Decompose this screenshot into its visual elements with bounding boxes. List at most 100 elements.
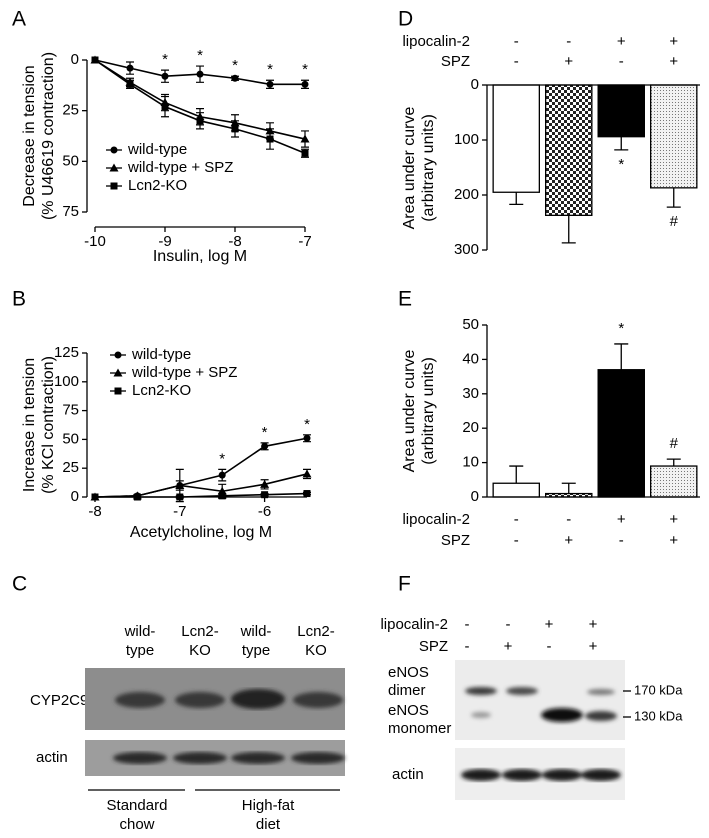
bar	[545, 84, 593, 217]
legend-label: Lcn2-KO	[128, 177, 187, 194]
legend-label: wild-type + SPZ	[127, 159, 233, 176]
data-point	[302, 469, 312, 478]
x-tick-label: -9	[158, 233, 171, 250]
group-label: Standard	[107, 797, 168, 814]
condition-sign: +	[564, 53, 573, 70]
legend-symbol	[114, 387, 122, 395]
row-label: dimer	[388, 682, 426, 699]
column-label: type	[126, 642, 154, 659]
data-point	[126, 64, 134, 72]
y-tick-label: 125	[54, 344, 79, 361]
data-point	[266, 135, 274, 143]
column-label: KO	[189, 642, 211, 659]
data-point	[175, 480, 185, 489]
marker-label: 130 kDa	[634, 708, 683, 723]
condition-name: SPZ	[441, 532, 470, 549]
condition-name: lipocalin-2	[402, 511, 470, 528]
data-point	[231, 125, 239, 133]
bar	[492, 84, 540, 193]
legend-symbol	[110, 182, 118, 190]
row-label: monomer	[388, 720, 451, 737]
row-label: eNOS	[388, 664, 429, 681]
data-point	[301, 80, 309, 88]
legend-label: Lcn2-KO	[132, 382, 191, 399]
y-tick-label: 200	[454, 186, 479, 203]
column-label: wild-	[124, 623, 156, 640]
y-tick-label: 75	[62, 402, 79, 419]
column-labels: wild- type Lcn2- KO wild- type Lcn2- KO	[124, 623, 335, 659]
data-point	[218, 492, 226, 500]
condition-sign: +	[669, 53, 678, 70]
blot	[85, 740, 345, 776]
y-tick-label: 20	[462, 419, 479, 436]
condition-sign: -	[619, 53, 624, 70]
panel-label: C	[12, 573, 27, 596]
data-point	[266, 80, 274, 88]
condition-sign: +	[617, 33, 626, 50]
condition-sign: +	[564, 532, 573, 549]
y-tick-label: 100	[454, 131, 479, 148]
condition-sign: +	[617, 511, 626, 528]
error-bar	[509, 192, 524, 205]
bar	[650, 84, 698, 189]
error-bar	[666, 187, 681, 208]
annotation: #	[670, 435, 679, 452]
column-label: Lcn2-	[297, 623, 335, 640]
y-tick-label: 0	[71, 488, 79, 505]
x-tick-label: -6	[258, 503, 271, 520]
x-tick-label: -7	[298, 233, 311, 250]
error-bar	[561, 215, 576, 244]
row-label: CYP2C9	[30, 692, 88, 709]
y-tick-label: 50	[62, 152, 79, 169]
legend-symbol	[109, 163, 119, 172]
bar	[597, 84, 646, 138]
condition-sign: +	[545, 616, 554, 633]
panel-label: E	[398, 288, 412, 311]
data-point	[261, 442, 269, 450]
y-tick-label: 0	[71, 51, 79, 68]
annotation: *	[232, 57, 238, 74]
annotation: *	[618, 320, 624, 337]
data-point	[133, 493, 141, 501]
data-point	[161, 103, 169, 111]
error-bar	[509, 465, 524, 484]
condition-sign: +	[504, 638, 513, 655]
blot	[455, 748, 625, 800]
condition-name: lipocalin-2	[380, 616, 448, 633]
marker-label: 170 kDa	[634, 682, 683, 697]
y-axis-title: (% U46619 contraction)	[40, 52, 57, 220]
condition-sign: -	[547, 638, 552, 655]
column-label: wild-	[240, 623, 272, 640]
column-label: Lcn2-	[181, 623, 219, 640]
data-point	[301, 149, 309, 157]
annotation: *	[162, 51, 168, 68]
y-tick-label: 10	[462, 454, 479, 471]
condition-sign: -	[514, 511, 519, 528]
condition-sign: -	[514, 532, 519, 549]
legend-label: wild-type	[131, 346, 191, 363]
x-axis-title: Acetylcholine, log M	[130, 524, 272, 541]
condition-sign: -	[619, 532, 624, 549]
data-point	[300, 134, 310, 143]
annotation: *	[219, 450, 225, 467]
condition-sign: -	[566, 511, 571, 528]
data-point	[231, 74, 239, 82]
y-tick-label: 25	[62, 102, 79, 119]
y-tick-label: 40	[462, 350, 479, 367]
group-label: chow	[119, 816, 154, 833]
y-tick-label: 300	[454, 241, 479, 258]
column-label: type	[242, 642, 270, 659]
condition-sign: -	[465, 638, 470, 655]
y-axis-title: Area under curve	[401, 350, 418, 473]
x-tick-label: -8	[228, 233, 241, 250]
blot	[85, 668, 345, 730]
y-axis-title: (% KCl contraction)	[40, 356, 57, 494]
data-point	[303, 490, 311, 498]
condition-sign: -	[506, 616, 511, 633]
error-bar	[614, 136, 629, 151]
data-point	[261, 491, 269, 499]
data-point	[126, 80, 134, 88]
y-tick-label: 25	[62, 459, 79, 476]
y-tick-label: 50	[462, 316, 479, 333]
